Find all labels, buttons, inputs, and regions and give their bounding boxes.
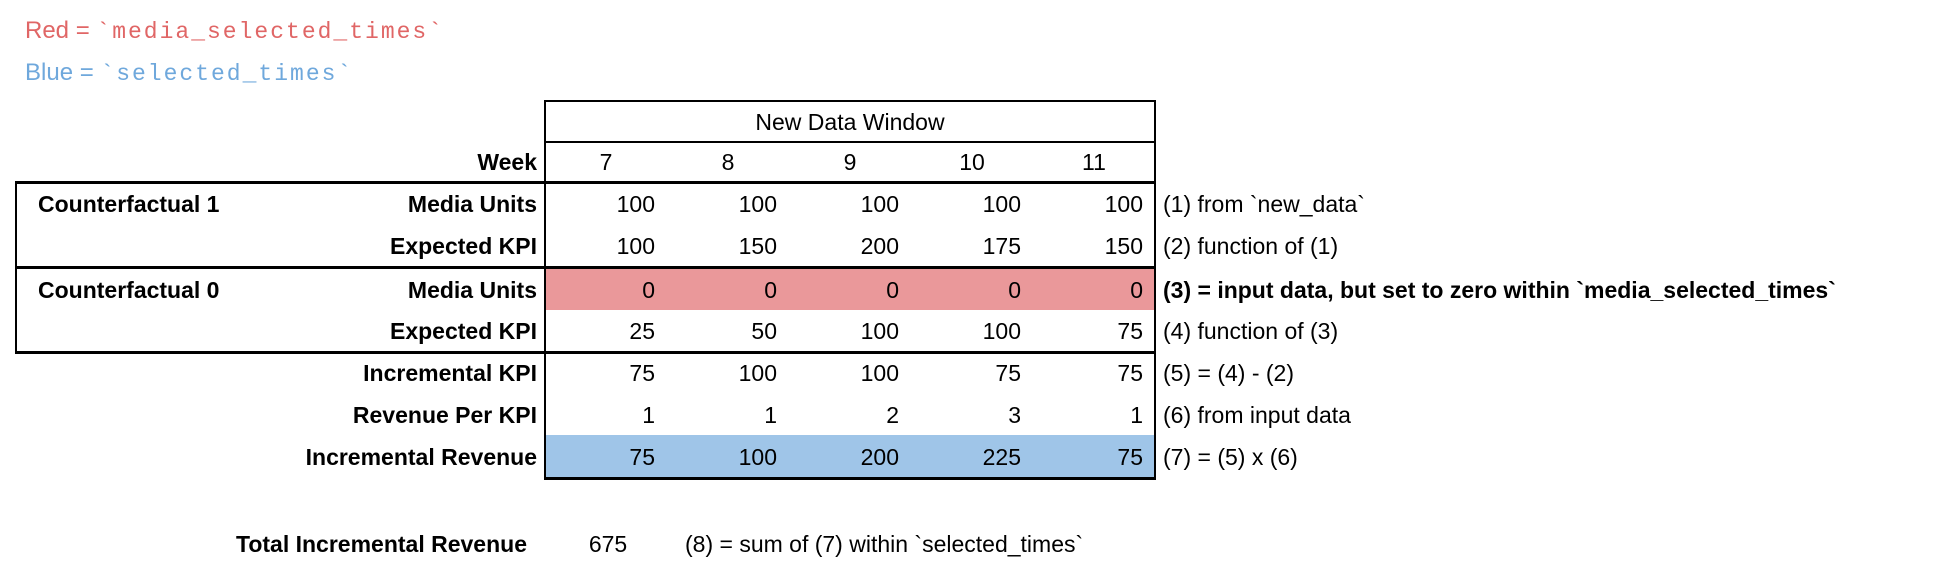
table-cell: 2 [886,402,899,428]
row-label: Revenue Per KPI [352,402,537,428]
row-note: (6) from input data [1163,402,1351,428]
table-cell: 75 [1117,318,1143,344]
blue-highlight-band [546,435,1154,478]
table-cell: 75 [629,360,655,386]
week-header-cell: 9 [843,149,857,175]
table-cell: 1 [1130,402,1143,428]
section-border-cf0 [15,266,1155,269]
table-cell: 100 [738,444,777,470]
table-cell: 100 [982,191,1021,217]
row-note: (4) function of (3) [1163,318,1339,344]
grid-left-border [544,100,546,478]
table-cell: 100 [982,318,1021,344]
row-note: (1) from `new_data` [1163,191,1365,217]
row-note: (7) = (5) x (6) [1163,444,1298,470]
week-header-cell: 8 [721,149,735,175]
table-cell: 175 [982,233,1021,259]
week-row-label: Week [477,149,537,175]
left-box-border [15,181,17,353]
row-label: Incremental KPI [363,360,537,386]
legend-red-code: `media_selected_times` [96,19,445,45]
table-cell: 100 [1104,191,1143,217]
total-incremental-revenue-label: Total Incremental Revenue [236,531,527,557]
table-cell: 100 [738,360,777,386]
red-highlight-band [546,267,1154,310]
row-label: Media Units [407,277,537,303]
row-label: Media Units [407,191,537,217]
total-incremental-revenue-value: 675 [588,531,628,557]
table-cell: 0 [642,277,655,303]
table-cell: 1 [642,402,655,428]
table-cell: 75 [629,444,655,470]
table-cell: 100 [616,233,655,259]
table-cell: 75 [1117,444,1143,470]
row-note: (2) function of (1) [1163,233,1339,259]
table-cell: 150 [738,233,777,259]
week-header-cell: 7 [599,149,613,175]
group-label-counterfactual-1: Counterfactual 1 [38,191,220,217]
row-note: (3) = input data, but set to zero within… [1163,277,1836,303]
table-cell: 150 [1104,233,1143,259]
table-cell: 100 [738,191,777,217]
week-header-cell: 10 [959,149,985,175]
row-label: Incremental Revenue [305,444,537,470]
row-label: Expected KPI [390,233,537,259]
table-cell: 200 [860,444,899,470]
table-cell: 75 [995,360,1021,386]
total-note: (8) = sum of (7) within `selected_times` [685,531,1084,557]
table-cell: 75 [1117,360,1143,386]
table-cell: 3 [1008,402,1021,428]
table-cell: 100 [860,360,899,386]
legend-blue-code: `selected_times` [100,61,354,87]
group-label-counterfactual-0: Counterfactual 0 [38,277,220,303]
table-cell: 225 [982,444,1021,470]
grid-bottom-border [544,477,1156,480]
legend-blue-line: Blue = `selected_times` [25,56,353,90]
table-cell: 100 [616,191,655,217]
table-cell: 100 [860,318,899,344]
table-cell: 1 [764,402,777,428]
table-cell: 50 [751,318,777,344]
section-border-cf1 [15,181,1155,184]
legend-blue-label: Blue = [25,59,101,86]
legend-red-label: Red = [25,17,97,44]
table-cell: 0 [1008,277,1021,303]
new-data-window-header: New Data Window [755,109,945,135]
table-cell: 200 [860,233,899,259]
section-border-lower [15,351,1155,354]
header-top-border [544,100,1156,102]
table-cell: 0 [1130,277,1143,303]
row-note: (5) = (4) - (2) [1163,360,1294,386]
header-inner-border [544,141,1156,143]
grid-right-border [1154,100,1156,478]
legend-red-line: Red = `media_selected_times` [25,14,444,48]
table-cell: 0 [886,277,899,303]
week-header-cell: 11 [1082,149,1106,175]
table-cell: 25 [629,318,655,344]
table-cell: 100 [860,191,899,217]
row-label: Expected KPI [390,318,537,344]
table-cell: 0 [764,277,777,303]
